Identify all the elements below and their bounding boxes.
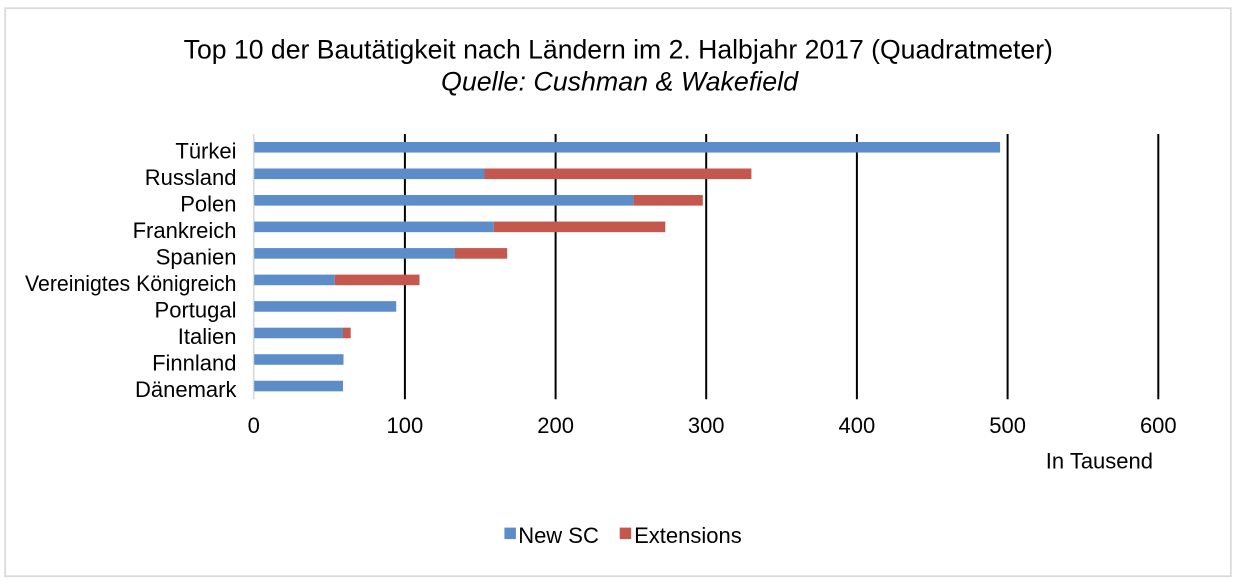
- svg-text:Finnland: Finnland: [152, 351, 236, 376]
- svg-text:Frankreich: Frankreich: [133, 218, 237, 243]
- svg-text:Extensions: Extensions: [634, 523, 742, 548]
- svg-text:Vereinigtes Königreich: Vereinigtes Königreich: [25, 271, 237, 296]
- svg-text:Italien: Italien: [178, 324, 237, 349]
- svg-text:600: 600: [1140, 413, 1177, 438]
- svg-text:200: 200: [537, 413, 574, 438]
- svg-text:Dänemark: Dänemark: [135, 377, 237, 402]
- svg-text:Portugal: Portugal: [155, 297, 237, 322]
- svg-text:100: 100: [387, 413, 424, 438]
- svg-text:Spanien: Spanien: [156, 244, 237, 269]
- svg-text:500: 500: [989, 413, 1026, 438]
- svg-text:Quelle: Cushman & Wakefield: Quelle: Cushman & Wakefield: [441, 67, 799, 97]
- svg-text:Polen: Polen: [180, 191, 236, 216]
- svg-text:0: 0: [248, 413, 260, 438]
- svg-text:New SC: New SC: [518, 523, 599, 548]
- svg-text:300: 300: [688, 413, 725, 438]
- svg-text:Russland: Russland: [145, 165, 237, 190]
- svg-text:Türkei: Türkei: [175, 138, 236, 163]
- svg-text:400: 400: [839, 413, 876, 438]
- svg-text:In Tausend: In Tausend: [1046, 448, 1153, 473]
- svg-text:Top 10 der Bautätigkeit nach L: Top 10 der Bautätigkeit nach Ländern im …: [184, 34, 1053, 64]
